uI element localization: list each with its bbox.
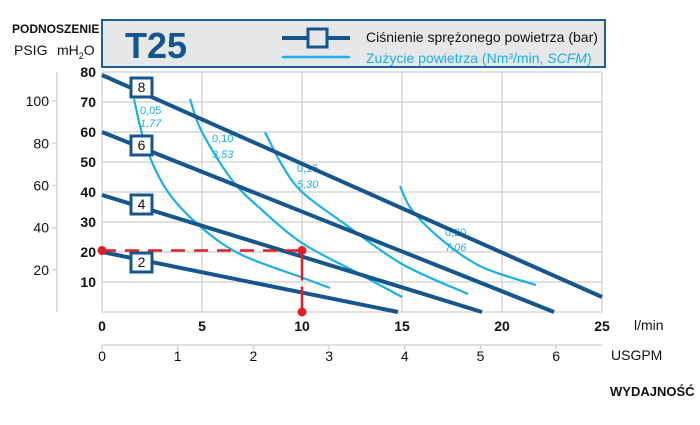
air-label-nm3: 0,10	[212, 133, 233, 145]
usgpm-tick-label: 6	[552, 348, 560, 364]
psig-tick-label: 60	[33, 177, 49, 193]
y-tick-label: 20	[80, 244, 96, 260]
psig-tick-label: 40	[33, 220, 49, 236]
x-tick-label: 5	[198, 318, 206, 334]
y-tick-label: 60	[80, 124, 96, 140]
y-tick-label: 70	[80, 94, 96, 110]
psig-tick-label: 80	[33, 135, 49, 151]
legend-background	[101, 19, 606, 68]
air-label-nm3: 0,05	[140, 105, 161, 117]
usgpm-tick-label: 0	[98, 348, 106, 364]
x-tick-label: 0	[98, 318, 106, 334]
pressure-marker-box	[129, 76, 154, 99]
legend-pressure-marker	[306, 27, 329, 49]
usgpm-tick-label: 2	[250, 348, 258, 364]
air-label-scfm: 7,06	[445, 242, 467, 254]
y-tick-label: 40	[80, 184, 96, 200]
x-tick-label: 25	[594, 318, 610, 334]
psig-tick-label: 100	[26, 93, 50, 109]
pressure-marker-box	[129, 134, 154, 157]
usgpm-tick-label: 1	[174, 348, 182, 364]
psig-label: PSIG	[14, 42, 47, 58]
operating-point-dot	[97, 246, 107, 255]
x-tick-label: 20	[494, 318, 510, 334]
pressure-marker-label: 2	[138, 254, 146, 270]
pressure-marker-label: 4	[138, 196, 146, 212]
legend-pressure-label: Ciśnienie sprężonego powietrza (bar)	[366, 29, 598, 45]
pressure-marker-box	[129, 251, 154, 274]
operating-point-dot	[297, 307, 307, 317]
mh2o-label: mH2O	[57, 42, 95, 61]
legend-air-label: Zużycie powietrza (Nm³/min, SCFM)	[366, 50, 592, 66]
pressure-lines	[101, 73, 603, 314]
x2-unit-label: USGPM	[611, 347, 662, 363]
usgpm-tick-label: 3	[325, 348, 333, 364]
pressure-marker-box	[129, 193, 154, 216]
y-tick-label: 10	[80, 274, 96, 290]
pressure-line-8-bar	[101, 73, 603, 299]
pressure-marker-label: 6	[138, 137, 146, 153]
air-curve-0-20	[399, 185, 537, 287]
air-label-scfm: 5,30	[297, 179, 319, 191]
x-axis-title: WYDAJNOŚĆ	[610, 384, 695, 399]
usgpm-tick-label: 4	[401, 348, 409, 364]
psig-tick-label: 20	[33, 262, 49, 278]
air-label-scfm: 1,77	[140, 118, 162, 130]
pressure-marker-label: 8	[138, 79, 146, 95]
operating-point-dot	[297, 246, 307, 255]
y-tick-label: 50	[80, 154, 96, 170]
pressure-line-4-bar	[101, 193, 483, 314]
y-tick-label: 30	[80, 214, 96, 230]
pressure-line-6-bar	[101, 130, 555, 314]
title-legend-box: T25 Ciśnienie sprężonego powietrza (bar)…	[101, 19, 606, 68]
air-label-scfm: 3,53	[212, 149, 234, 161]
chart-title: T25	[125, 25, 187, 66]
air-curve-0-05	[132, 98, 331, 290]
operating-point	[97, 246, 307, 317]
air-consumption-curves: 0,051,770,103,530,155,300,207,06	[132, 98, 537, 298]
air-curve-0-15	[264, 131, 469, 296]
x-unit-label: l/min	[634, 317, 664, 333]
y-axis-heading: PODNOSZENIE	[12, 22, 99, 36]
x-tick-label: 10	[294, 318, 310, 334]
y-tick-label: 80	[80, 64, 96, 80]
pressure-markers: 8 6 4 2	[129, 76, 154, 274]
usgpm-tick-label: 5	[477, 348, 485, 364]
x-tick-label: 15	[394, 318, 410, 334]
